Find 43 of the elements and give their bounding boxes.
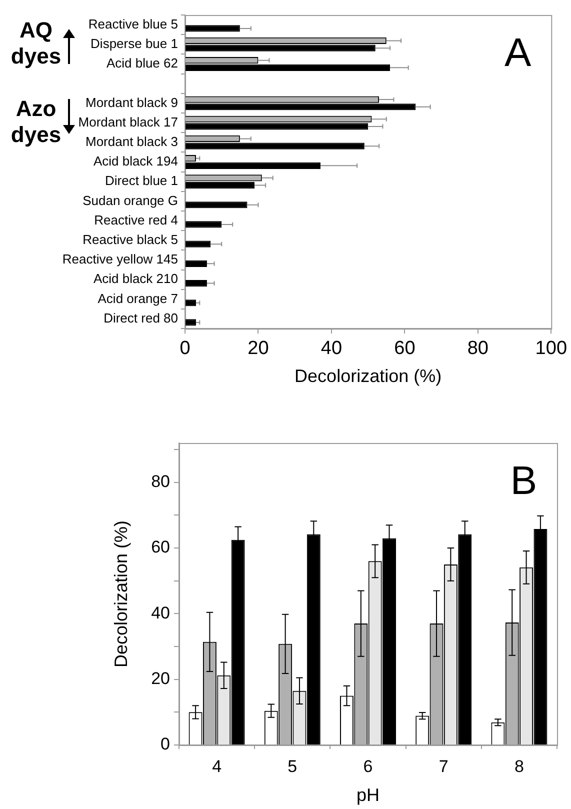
bar xyxy=(186,240,211,248)
y-tick-label: Mordant black 9 xyxy=(86,94,178,110)
y-tick-label: Mordant black 3 xyxy=(86,134,178,149)
y-tick-label: Reactive red 4 xyxy=(94,212,178,228)
text: AQ dyes xyxy=(10,17,62,68)
x-tick-label: 100 xyxy=(535,338,567,360)
y-tick-label: Mordant black 17 xyxy=(78,114,178,130)
text: Azo dyes xyxy=(10,96,62,147)
y-tick-label: Acid black 210 xyxy=(93,271,178,286)
y-tick-label: 0 xyxy=(160,734,170,754)
bar xyxy=(186,221,222,228)
y-tick-label: Reactive black 5 xyxy=(82,232,178,247)
bar xyxy=(186,260,207,267)
y-tick-label: Reactive yellow 145 xyxy=(62,252,178,267)
y-tick-label: 80 xyxy=(151,472,170,492)
y-tick-label: Reactive blue 5 xyxy=(88,16,178,32)
x-tick-label: 80 xyxy=(467,338,488,360)
x-axis-title: Decolorization (%) xyxy=(294,366,442,386)
x-tick-label: 40 xyxy=(320,338,342,360)
x-tick-label: 7 xyxy=(438,756,448,776)
y-axis-title: Decolorization (%) xyxy=(110,520,131,668)
y-tick-label: 60 xyxy=(151,538,170,557)
bar xyxy=(186,25,240,32)
y-tick-label: Acid black 194 xyxy=(93,154,178,169)
y-tick-label: Disperse bue 1 xyxy=(90,36,178,51)
x-tick-label: 6 xyxy=(363,756,373,776)
x-axis-title: pH xyxy=(356,785,380,806)
annotation: B xyxy=(510,459,537,504)
x-tick-label: 5 xyxy=(288,756,298,776)
y-tick-label: Acid blue 62 xyxy=(106,56,178,71)
y-tick-label: Direct blue 1 xyxy=(105,173,178,188)
annotation: A xyxy=(504,31,532,76)
bar xyxy=(186,280,207,287)
x-tick-label: 8 xyxy=(514,756,524,776)
x-tick-label: 60 xyxy=(394,338,416,360)
bar xyxy=(186,202,248,208)
x-tick-label: 4 xyxy=(212,756,222,776)
y-tick-label: Direct red 80 xyxy=(104,310,178,326)
y-tick-label: Acid orange 7 xyxy=(98,290,178,306)
y-tick-label: 40 xyxy=(151,603,170,622)
y-tick-label: 20 xyxy=(151,669,170,688)
x-tick-label: 20 xyxy=(248,338,269,360)
y-tick-label: Sudan orange G xyxy=(82,192,178,208)
